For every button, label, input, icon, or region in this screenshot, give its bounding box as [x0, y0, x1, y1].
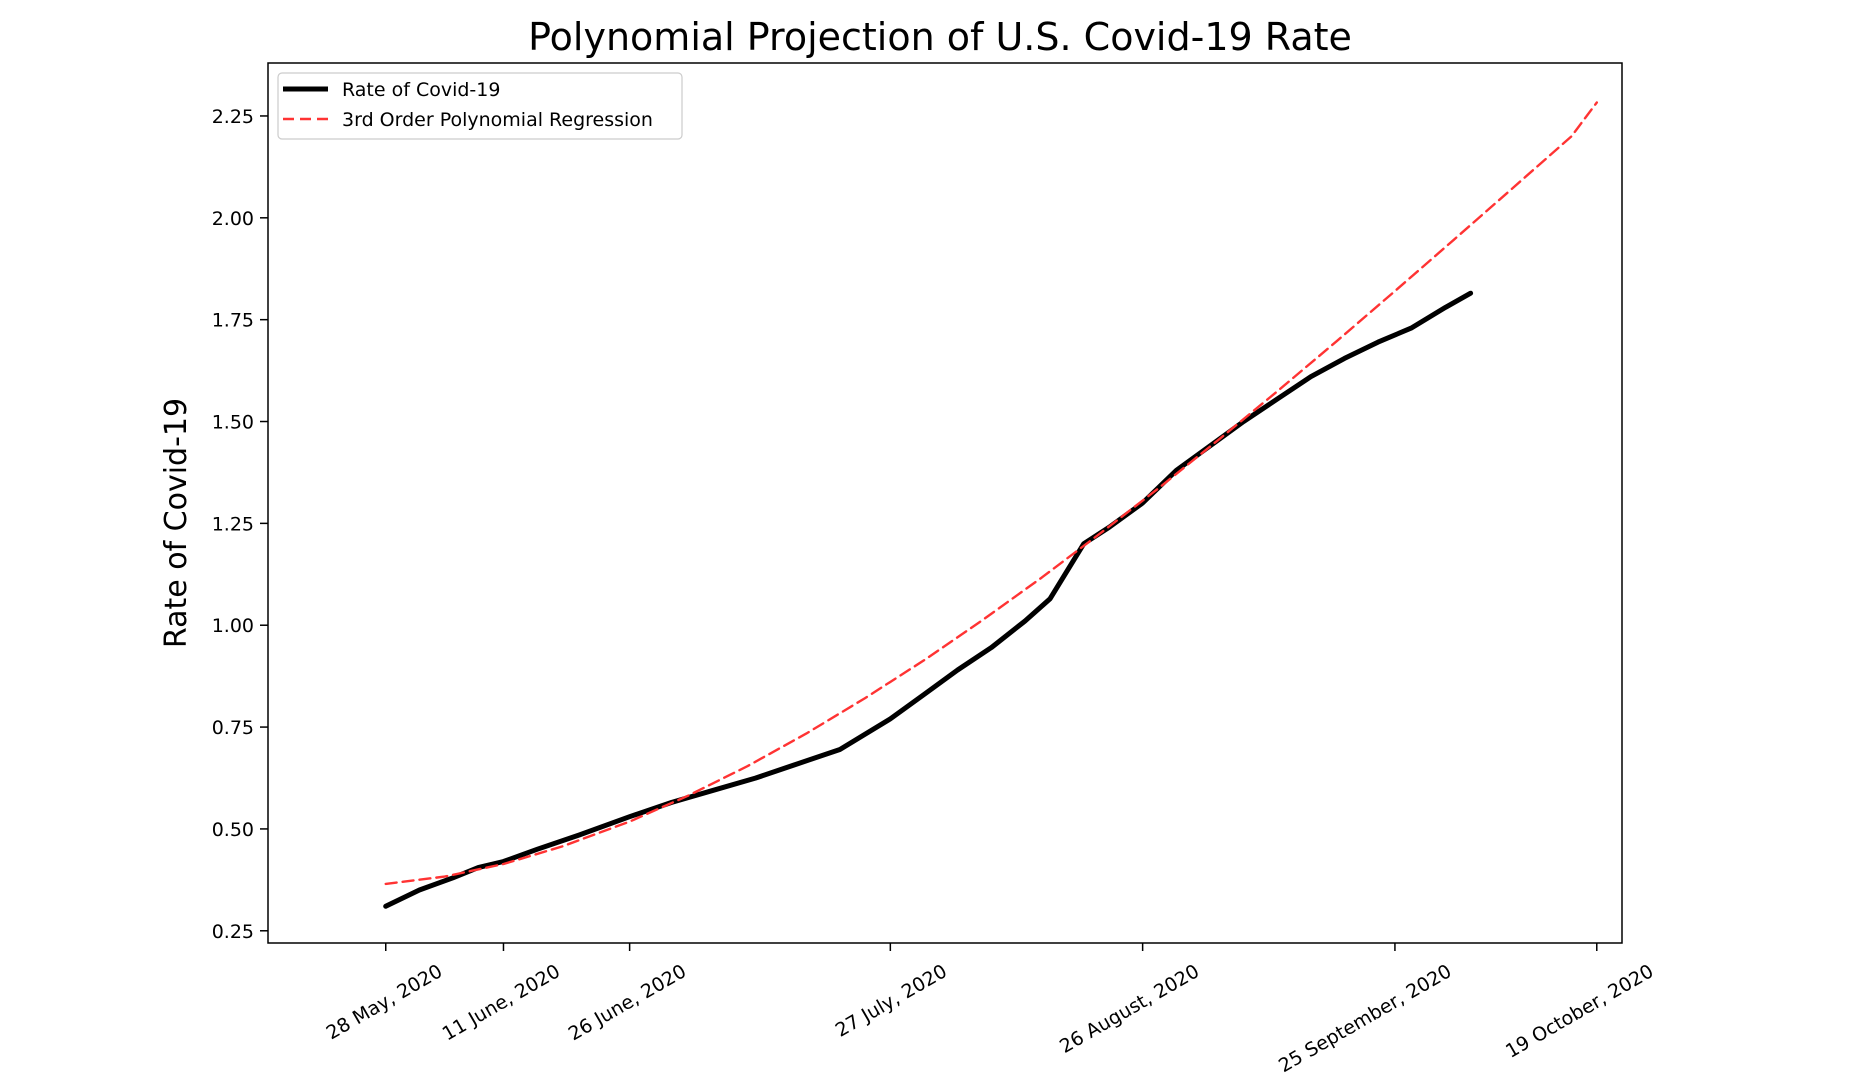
y-tick-label: 2.25: [212, 106, 254, 128]
y-tick-label: 2.00: [212, 208, 254, 230]
series-line-2: [384, 101, 1599, 886]
y-axis: 0.25 0.50 0.75 1.00 1.25 1.50 1.75 2.00 2.25: [212, 106, 268, 943]
x-tick-label: 25 September, 2020: [1275, 960, 1455, 1077]
x-tick-label: 19 October, 2020: [1502, 960, 1657, 1062]
x-tick-label: 26 June, 2020: [565, 960, 690, 1045]
x-tick-label: 26 August, 2020: [1056, 960, 1203, 1058]
x-tick-label: 11 June, 2020: [439, 960, 564, 1045]
y-tick-label: 0.75: [212, 717, 254, 739]
y-tick-label: 1.25: [212, 513, 254, 535]
y-tick-label: 1.50: [212, 412, 254, 434]
legend: Rate of Covid-19 3rd Order Polynomial Reg…: [277, 72, 683, 140]
x-tick-label: 28 May, 2020: [323, 960, 447, 1044]
y-tick-label: 1.75: [212, 310, 254, 332]
plot-area: [383, 101, 1599, 909]
x-tick-label: 27 July, 2020: [832, 960, 951, 1041]
y-tick-label: 0.25: [212, 921, 254, 943]
chart-title: Polynomial Projection of U.S. Covid-19 R…: [528, 15, 1352, 59]
y-axis-label: Rate of Covid-19: [159, 398, 194, 648]
y-tick-label: 1.00: [212, 615, 254, 637]
plot-frame: [267, 62, 1623, 944]
y-tick-label: 0.50: [212, 819, 254, 841]
legend-label-1: Rate of Covid-19: [342, 79, 500, 101]
legend-label-2: 3rd Order Polynomial Regression: [342, 109, 653, 131]
series-line-1: [383, 290, 1474, 909]
legend-box: [277, 72, 683, 140]
